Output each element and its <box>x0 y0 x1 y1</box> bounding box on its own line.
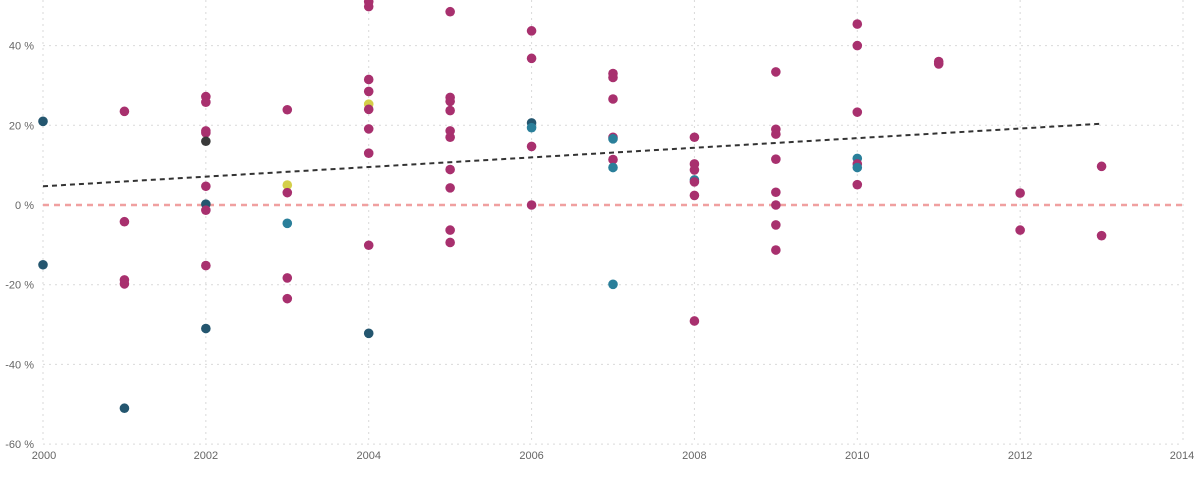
data-point <box>608 94 618 104</box>
data-point <box>689 190 700 201</box>
data-point <box>933 59 944 69</box>
data-point <box>608 162 618 173</box>
trend-line-path <box>42 122 1102 188</box>
data-point <box>445 132 455 143</box>
x-tick-label: 2004 <box>356 450 380 462</box>
data-points <box>38 0 1107 414</box>
data-point <box>771 187 781 198</box>
data-point <box>689 165 700 175</box>
data-point <box>445 6 455 17</box>
data-point <box>201 260 211 271</box>
data-point <box>608 154 618 165</box>
x-tick-label: 2000 <box>32 450 56 462</box>
data-point <box>852 19 863 29</box>
data-point <box>771 200 781 210</box>
data-point <box>852 162 863 173</box>
data-point <box>852 40 863 51</box>
data-point <box>608 279 618 290</box>
data-point <box>771 129 781 139</box>
data-point <box>201 128 211 138</box>
data-point <box>445 225 455 235</box>
data-point <box>201 136 211 147</box>
data-point <box>689 177 700 187</box>
data-point <box>282 293 293 304</box>
data-point <box>526 200 537 210</box>
data-point <box>445 164 455 175</box>
data-point <box>771 220 781 230</box>
data-point <box>363 148 374 158</box>
data-point <box>119 216 130 227</box>
y-tick-label: 0 % <box>15 200 34 212</box>
data-point <box>689 132 700 143</box>
x-tick-label: 2010 <box>845 450 869 462</box>
data-point <box>363 104 374 115</box>
data-point <box>119 279 130 289</box>
data-point <box>1096 230 1107 241</box>
data-point <box>526 122 537 133</box>
data-point <box>201 181 211 192</box>
x-tick-label: 2002 <box>194 450 218 462</box>
data-point <box>201 205 211 215</box>
data-point <box>771 245 781 255</box>
grid <box>42 0 1184 445</box>
data-point <box>282 273 293 283</box>
data-point <box>119 106 130 117</box>
data-point <box>445 96 455 107</box>
data-point <box>363 86 374 97</box>
data-point <box>282 180 293 190</box>
y-tick-label: 20 % <box>9 120 34 132</box>
data-point <box>1015 188 1025 198</box>
data-point <box>201 323 211 334</box>
data-point <box>282 104 293 115</box>
data-point <box>852 179 863 190</box>
data-point <box>363 328 374 339</box>
data-point <box>445 183 455 193</box>
y-tick-label: -20 % <box>5 280 34 292</box>
data-point <box>363 240 374 251</box>
data-point <box>526 26 537 36</box>
data-point <box>852 107 863 117</box>
x-tick-label: 2006 <box>519 450 543 462</box>
trend-line <box>42 122 1102 188</box>
data-point <box>771 67 781 77</box>
data-point <box>363 1 374 12</box>
data-point <box>201 97 211 107</box>
tick-labels: 2000 2002 2004 2006 2008 2010 2012 2014 -60 % -40… <box>5 41 1194 462</box>
data-point <box>526 141 537 152</box>
data-point <box>608 72 618 83</box>
data-point <box>771 154 781 164</box>
data-point <box>282 218 293 229</box>
data-point <box>363 74 374 85</box>
data-point <box>445 105 455 116</box>
data-point <box>38 259 48 270</box>
x-tick-label: 2008 <box>682 450 706 462</box>
x-tick-label: 2012 <box>1008 450 1032 462</box>
data-point <box>119 403 130 414</box>
data-point <box>608 134 618 144</box>
y-tick-label: -60 % <box>5 439 34 451</box>
data-point <box>526 53 537 64</box>
y-tick-label: 40 % <box>9 41 34 53</box>
y-tick-label: -40 % <box>5 359 34 371</box>
data-point <box>445 237 455 248</box>
data-point <box>1096 161 1107 172</box>
data-point <box>282 187 293 198</box>
data-point <box>363 124 374 134</box>
data-point <box>38 116 48 127</box>
data-point <box>1015 225 1025 235</box>
x-tick-label: 2014 <box>1170 450 1194 462</box>
data-point <box>689 316 700 326</box>
